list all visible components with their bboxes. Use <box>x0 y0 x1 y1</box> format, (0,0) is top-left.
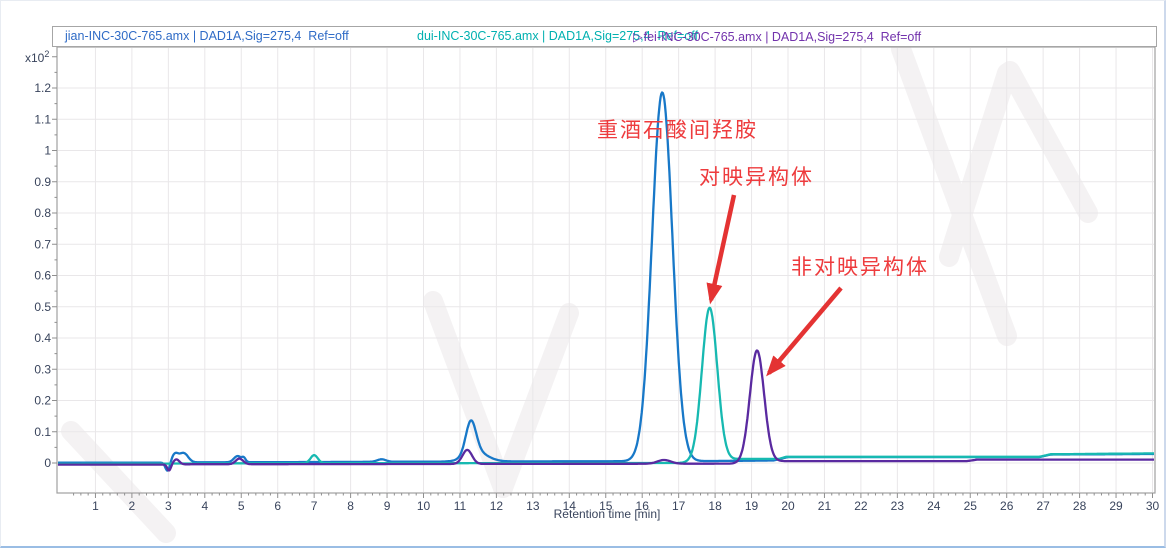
x-tick-label: 10 <box>417 499 431 513</box>
x-tick-label: 8 <box>347 499 354 513</box>
annotation-diastereomer: 非对映异构体 <box>791 256 929 279</box>
y-tick-label: 0.5 <box>34 300 51 314</box>
x-tick-label: 6 <box>274 499 281 513</box>
y-tick-label: 0.7 <box>34 237 51 251</box>
x-tick-label: 20 <box>781 499 795 513</box>
y-tick-label: 0.3 <box>34 362 51 376</box>
x-tick-label: 4 <box>201 499 208 513</box>
x-tick-label: 29 <box>1109 499 1123 513</box>
x-tick-label: 18 <box>708 499 722 513</box>
x-tick-label: 21 <box>818 499 832 513</box>
x-tick-label: 3 <box>165 499 172 513</box>
x-tick-label: 16 <box>636 499 650 513</box>
x-tick-label: 5 <box>238 499 245 513</box>
triangle-marker-icon: ▷ <box>633 30 643 44</box>
annotation-metaraminol-bitartrate: 重酒石酸间羟胺 <box>597 119 758 142</box>
x-tick-label: 28 <box>1073 499 1087 513</box>
legend-bar: jian-INC-30C-765.amx | DAD1A,Sig=275,4 R… <box>52 26 1157 47</box>
x-tick-label: 1 <box>92 499 99 513</box>
x-tick-label: 17 <box>672 499 686 513</box>
legend-item-jian: jian-INC-30C-765.amx | DAD1A,Sig=275,4 R… <box>65 29 349 43</box>
x-tick-label: 15 <box>599 499 613 513</box>
annotation-arrows <box>706 194 843 377</box>
trace-fei <box>58 349 1154 472</box>
x-tick-label: 23 <box>891 499 905 513</box>
legend-label: dui-INC-30C-765.amx | DAD1A,Sig=275,4 Re… <box>417 29 698 43</box>
axis-tick-labels: 1 2 3 4 5 6 7 8 9 10 11 12 13 14 15 16 17 18 19 20 21 22 23 24 2… <box>34 81 1159 513</box>
y-tick-label: 0.6 <box>34 269 51 283</box>
x-tick-label: 7 <box>311 499 318 513</box>
y-tick-label: 0.4 <box>34 331 51 345</box>
annotation-enantiomer: 对映异构体 <box>699 166 814 189</box>
y-tick-label: 0.1 <box>34 425 51 439</box>
y-tick-label: 0.8 <box>34 206 51 220</box>
y-tick-label: 0 <box>44 456 51 470</box>
legend-item-dui: dui-INC-30C-765.amx | DAD1A,Sig=275,4 Re… <box>417 29 698 43</box>
x-tick-label: 11 <box>454 499 467 513</box>
axis-ticks <box>52 56 1153 498</box>
x-tick-label: 13 <box>526 499 540 513</box>
x-axis-title: Retention time [min] <box>553 507 661 521</box>
x-tick-label: 30 <box>1146 499 1160 513</box>
legend-label: jian-INC-30C-765.amx | DAD1A,Sig=275,4 R… <box>65 29 349 43</box>
x-tick-label: 14 <box>563 499 577 513</box>
x-tick-label: 24 <box>927 499 941 513</box>
legend-label: fei-INC-30C-765.amx | DAD1A,Sig=275,4 Re… <box>643 30 922 44</box>
x-tick-label: 9 <box>384 499 391 513</box>
x-tick-label: 2 <box>129 499 136 513</box>
y-tick-label: 1.1 <box>34 112 51 126</box>
y-tick-label: 0.2 <box>34 394 51 408</box>
x-tick-label: 19 <box>745 499 759 513</box>
legend-item-fei: ▷fei-INC-30C-765.amx | DAD1A,Sig=275,4 R… <box>633 29 921 44</box>
x-tick-label: 12 <box>490 499 504 513</box>
x-tick-label: 22 <box>854 499 868 513</box>
y-tick-label: 1 <box>44 144 51 158</box>
chromatogram-traces <box>58 91 1154 472</box>
y-axis-multiplier: x102 <box>25 49 50 65</box>
x-tick-label: 26 <box>1000 499 1014 513</box>
x-tick-label: 27 <box>1036 499 1050 513</box>
x-tick-label: 25 <box>964 499 978 513</box>
y-tick-label: 0.9 <box>34 175 51 189</box>
gridlines <box>58 48 1154 492</box>
y-tick-label: 1.2 <box>34 81 51 95</box>
